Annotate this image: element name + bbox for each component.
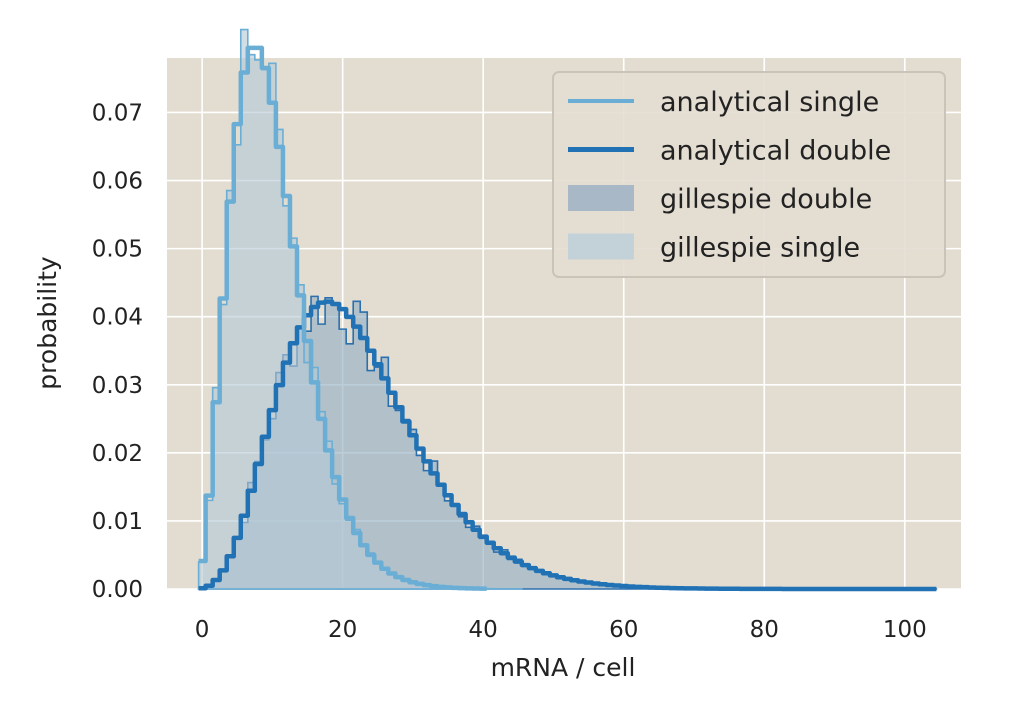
series-analytical-single	[198, 45, 487, 591]
x-tick-label: 80	[750, 617, 779, 643]
x-axis-ticks: 0 20 40 60 80 100	[195, 617, 927, 643]
legend-label: gillespie single	[660, 233, 860, 264]
legend-label: analytical double	[660, 136, 891, 167]
x-tick-label: 0	[195, 617, 210, 643]
y-tick-label: 0.03	[92, 373, 143, 399]
y-axis-title: probability	[33, 256, 62, 390]
x-tick-label: 20	[328, 617, 357, 643]
x-axis-title: mRNA / cell	[491, 653, 636, 682]
y-axis-ticks: 0.00 0.01 0.02 0.03 0.04 0.05 0.06 0.07	[92, 100, 143, 603]
y-tick-label: 0.02	[92, 441, 143, 467]
y-tick-label: 0.04	[92, 305, 143, 331]
y-tick-label: 0.05	[92, 237, 143, 263]
y-tick-label: 0.00	[92, 577, 143, 603]
x-tick-label: 40	[469, 617, 498, 643]
legend-label: gillespie double	[660, 184, 872, 215]
legend-entry: gillespie double	[568, 184, 872, 215]
series-layer	[197, 28, 938, 592]
x-tick-label: 100	[883, 617, 927, 643]
series-analytical-double	[198, 299, 937, 592]
legend-entry: gillespie single	[568, 233, 860, 264]
legend-entry: analytical double	[568, 136, 891, 167]
legend: analytical single analytical double gilles…	[552, 71, 946, 278]
y-tick-label: 0.01	[92, 509, 143, 535]
legend-box	[552, 71, 946, 278]
legend-entry: analytical single	[568, 87, 879, 118]
legend-swatch-patch	[568, 233, 634, 260]
legend-label: analytical single	[660, 87, 879, 118]
y-tick-label: 0.06	[92, 169, 143, 195]
legend-swatch-patch	[568, 185, 634, 211]
x-tick-label: 60	[609, 617, 638, 643]
y-tick-label: 0.07	[92, 100, 143, 126]
